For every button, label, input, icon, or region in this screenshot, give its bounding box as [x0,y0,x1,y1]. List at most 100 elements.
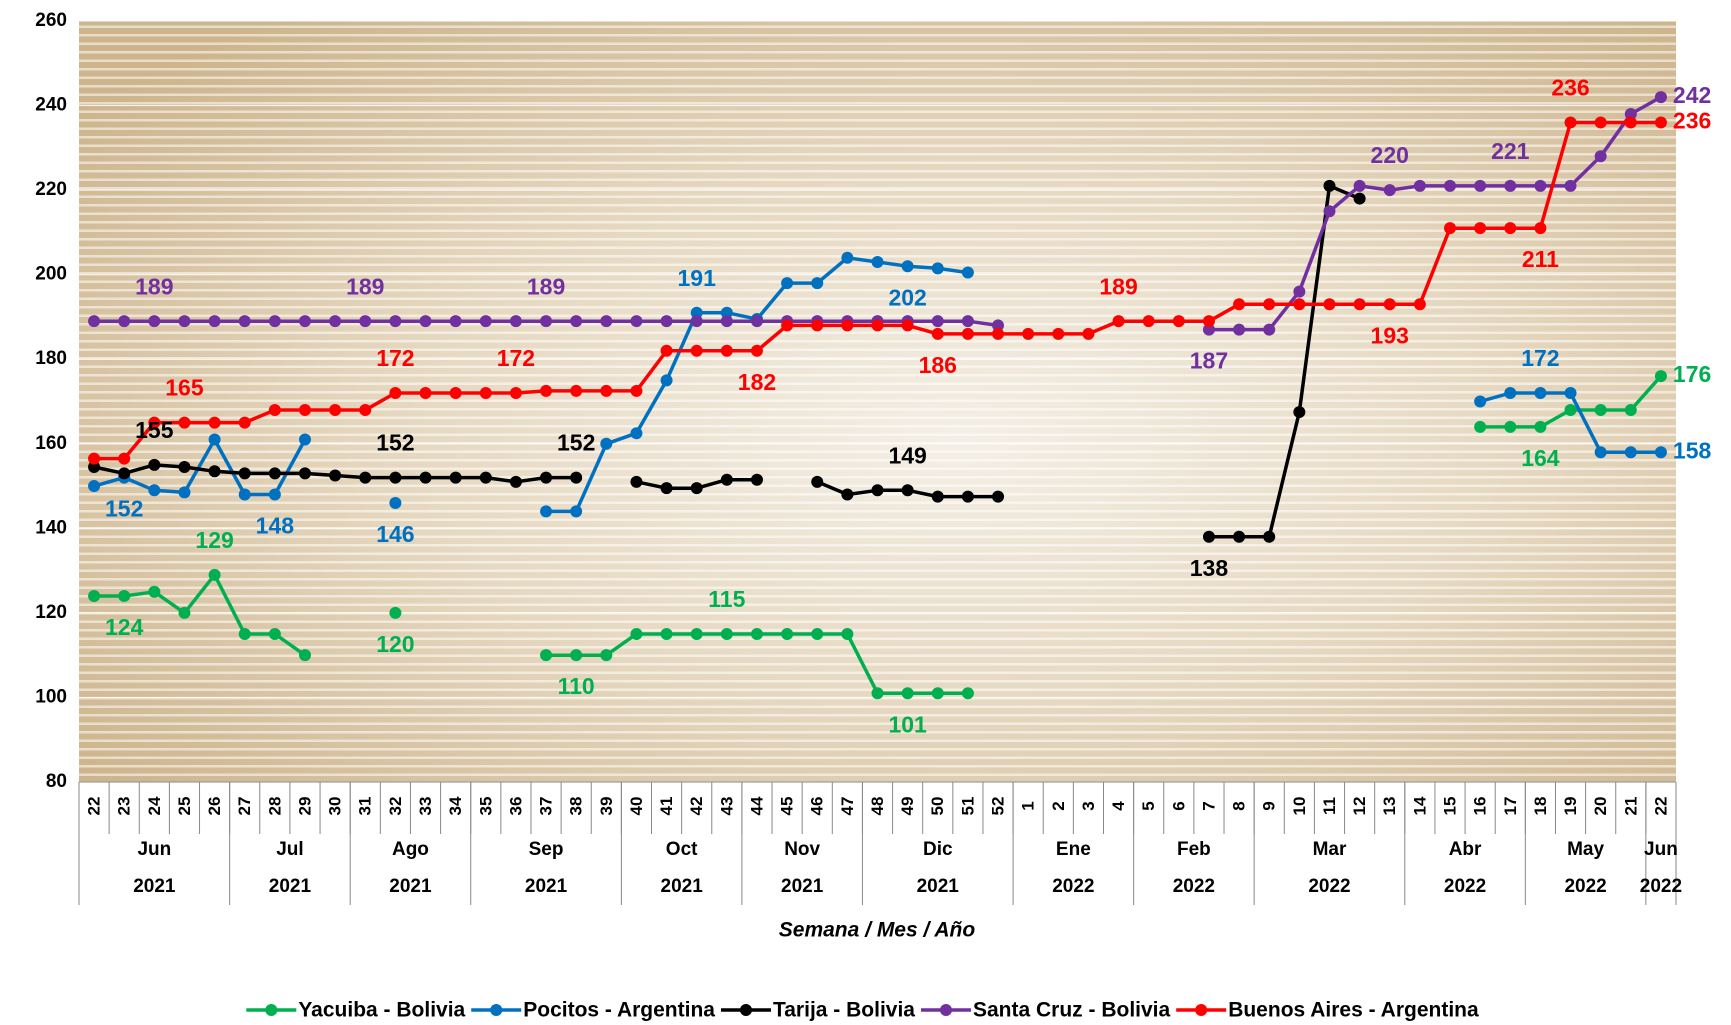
legend-label: Pocitos - Argentina [523,999,715,1022]
x-tick-label: 30 [326,797,345,816]
x-tick-label: 4 [1109,801,1128,811]
data-point [1263,323,1276,336]
data-point [630,384,643,397]
data-point [238,467,251,480]
data-point [1082,327,1095,340]
data-point [540,505,553,518]
data-point [901,687,914,700]
data-point [690,306,703,319]
data-point [811,319,824,332]
data-point [449,387,462,400]
y-tick-label: 200 [35,264,67,285]
x-tick-label: 29 [295,797,314,816]
data-point [781,628,794,641]
year-label: 2022 [1564,876,1606,897]
x-tick-label: 21 [1621,797,1640,816]
x-tick-label: 42 [687,797,706,816]
data-point [1624,116,1637,129]
data-point [268,403,281,416]
data-point [931,327,944,340]
x-tick-label: 45 [778,797,797,816]
month-label: Abr [1449,839,1482,860]
data-point [419,471,432,484]
x-tick-label: 31 [356,797,375,816]
data-point [1323,205,1336,218]
data-point [208,416,221,429]
data-point [389,315,402,328]
data-label: 120 [376,631,414,657]
data-label: 115 [708,586,745,612]
data-point [841,319,854,332]
data-point [750,628,763,641]
y-tick-label: 240 [35,95,67,116]
x-tick-label: 36 [506,797,525,816]
data-point [238,315,251,328]
data-label: 152 [376,430,414,456]
data-label: 236 [1673,108,1711,134]
data-point [1293,285,1306,298]
data-point [1233,530,1246,543]
data-point [811,475,824,488]
year-label: 2021 [133,876,176,897]
data-point [449,315,462,328]
data-point [1564,387,1577,400]
data-point [961,315,974,328]
data-point [901,319,914,332]
data-point [419,315,432,328]
data-point [1172,315,1185,328]
year-label: 2022 [1173,876,1215,897]
legend-marker [265,1004,278,1016]
data-label: 189 [346,273,384,299]
year-label: 2021 [917,876,960,897]
year-label: 2021 [661,876,704,897]
data-point [148,458,161,471]
data-point [389,496,402,509]
y-tick-label: 160 [35,433,67,454]
data-point [961,327,974,340]
data-point [389,471,402,484]
data-point [630,427,643,440]
year-label: 2021 [525,876,568,897]
data-point [600,315,613,328]
data-label: 158 [1673,437,1712,463]
data-label: 172 [1521,345,1559,371]
legend-marker [939,1004,952,1016]
data-point [570,384,583,397]
data-point [1594,446,1607,459]
data-point [88,480,101,493]
x-axis-title: Semana / Mes / Año [779,919,976,942]
x-tick-label: 44 [747,796,766,815]
data-point [630,315,643,328]
data-point [690,482,703,495]
data-point [1474,222,1487,235]
y-tick-label: 180 [35,348,67,369]
data-point [178,461,191,474]
x-tick-label: 46 [808,797,827,816]
year-label: 2021 [781,876,824,897]
data-point [389,387,402,400]
data-point [1052,327,1065,340]
month-label: Feb [1177,839,1211,860]
legend-label: Tarija - Bolivia [773,999,915,1022]
data-point [509,315,522,328]
data-point [540,649,553,662]
data-point [359,471,372,484]
data-point [1534,420,1547,433]
data-point [1624,446,1637,459]
data-label: 189 [1099,273,1137,299]
data-point [1504,387,1517,400]
data-point [1654,370,1667,383]
data-point [750,315,763,328]
data-label: 189 [135,273,173,299]
data-point [1293,406,1306,419]
y-tick-label: 260 [35,10,67,31]
data-point [1474,179,1487,192]
data-point [931,687,944,700]
month-label: Sep [529,839,564,860]
month-label: Nov [784,839,820,860]
data-point [118,452,131,465]
data-point [781,277,794,290]
x-tick-label: 19 [1561,797,1580,816]
data-label: 155 [135,417,174,443]
x-tick-label: 2 [1049,801,1068,810]
